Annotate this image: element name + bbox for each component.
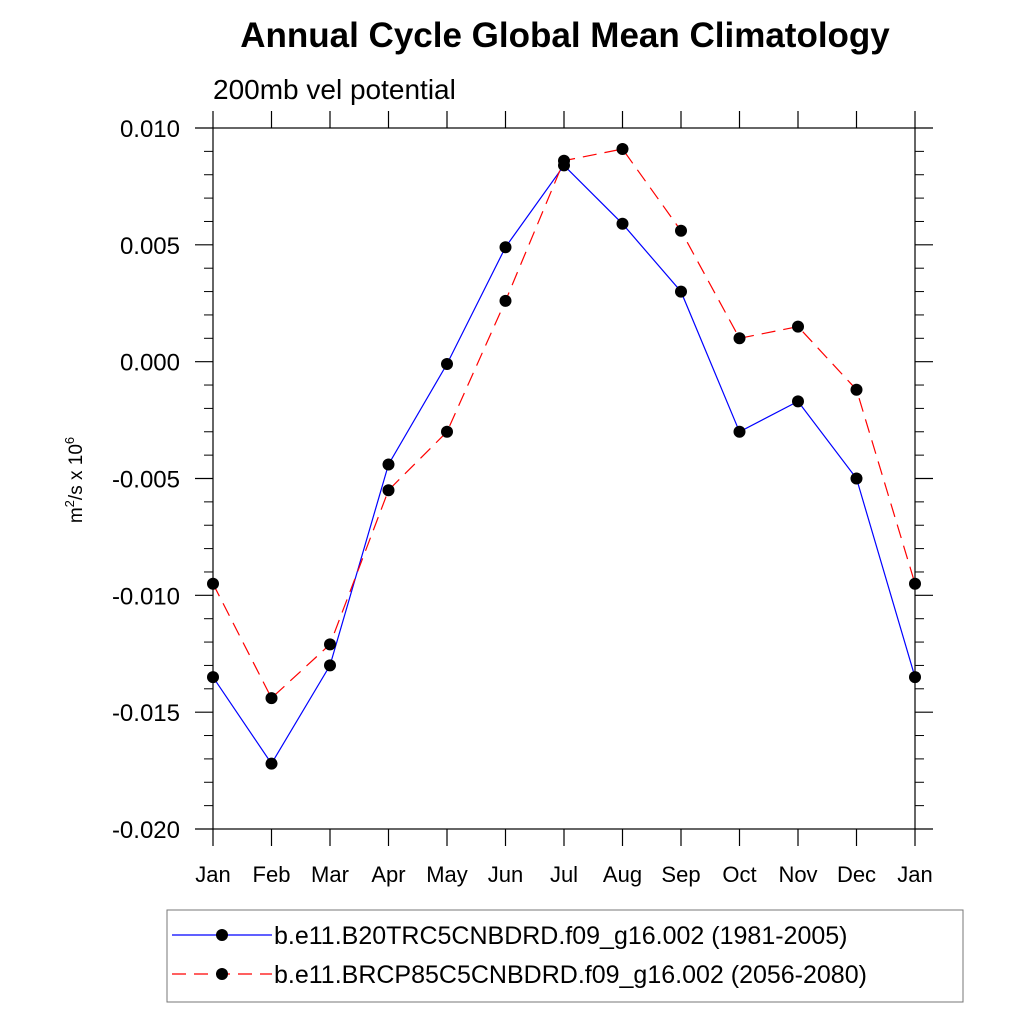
legend-label-2: b.e11.BRCP85C5CNBDRD.f09_g16.002 (2056-2… [274,961,867,989]
axis-ticks [195,111,933,846]
y-tick-label: 0.005 [120,233,180,260]
x-tick-label: Aug [603,862,642,887]
data-point [324,638,336,651]
data-point [675,285,687,298]
x-tick-label: Jan [897,862,932,887]
y-tick-label: 0.000 [120,350,180,377]
data-point [265,692,278,705]
y-tick-label: -0.015 [112,700,180,727]
data-point [499,241,512,254]
legend-marker [216,968,228,980]
data-point [792,320,804,333]
data-point [382,484,395,497]
data-point [792,395,804,408]
data-point [850,472,863,485]
data-point [324,659,336,672]
data-point [733,332,746,345]
data-point [265,757,278,770]
x-tick-label: Feb [253,862,291,887]
data-point [675,224,687,237]
y-tick-label: -0.020 [112,817,180,844]
legend: b.e11.B20TRC5CNBDRD.f09_g16.002 (1981-20… [166,909,964,1003]
y-tick-label: 0.010 [120,116,180,143]
x-tick-label: Nov [778,862,817,887]
y-tick-label: -0.010 [112,583,180,610]
x-tick-label: Sep [661,862,700,887]
series-markers [207,143,921,770]
data-point [382,458,395,471]
x-tick-label: Mar [311,862,349,887]
series-lines [212,148,916,765]
x-tick-label: Jul [550,862,578,887]
x-tick-label: Dec [837,862,876,887]
plot-frame [212,127,916,830]
chart-subtitle: 200mb vel potential [213,74,456,105]
x-tick-label: May [426,862,468,887]
data-point [616,143,629,155]
data-point [499,294,512,307]
x-tick-label: Jun [488,862,523,887]
legend-box [166,909,964,1003]
data-point [733,425,746,438]
legend-marker [216,929,228,941]
chart-title: Annual Cycle Global Mean Climatology [240,16,890,55]
data-point [616,217,629,230]
tick-labels: 0.010 0.005 0.000 -0.005 -0.010 -0.015 -0.020 J… [112,116,933,887]
x-tick-label: Jan [195,862,230,887]
x-tick-label: Apr [371,862,405,887]
data-point [441,425,453,438]
data-point [441,358,453,370]
y-axis-label: m2/s x 106 [62,437,87,523]
x-tick-label: Oct [722,862,756,887]
data-point [850,383,863,396]
series-line-2 [212,148,916,700]
legend-label-1: b.e11.B20TRC5CNBDRD.f09_g16.002 (1981-20… [274,922,848,950]
data-point [558,154,570,167]
series-line-1 [212,164,916,765]
legend-entries: b.e11.B20TRC5CNBDRD.f09_g16.002 (1981-20… [172,922,867,989]
y-tick-label: -0.005 [112,467,180,494]
